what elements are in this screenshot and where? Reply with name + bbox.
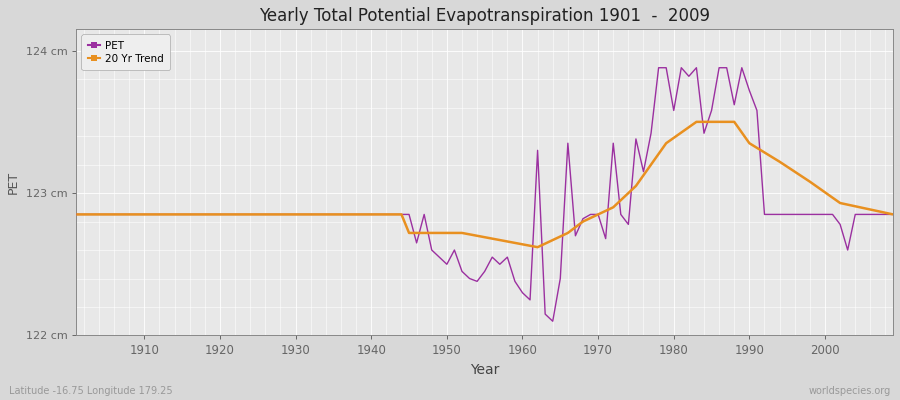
Text: worldspecies.org: worldspecies.org [809,386,891,396]
Text: Latitude -16.75 Longitude 179.25: Latitude -16.75 Longitude 179.25 [9,386,173,396]
Y-axis label: PET: PET [7,171,20,194]
X-axis label: Year: Year [470,363,500,377]
Legend: PET, 20 Yr Trend: PET, 20 Yr Trend [82,34,170,70]
Title: Yearly Total Potential Evapotranspiration 1901  -  2009: Yearly Total Potential Evapotranspiratio… [259,7,710,25]
